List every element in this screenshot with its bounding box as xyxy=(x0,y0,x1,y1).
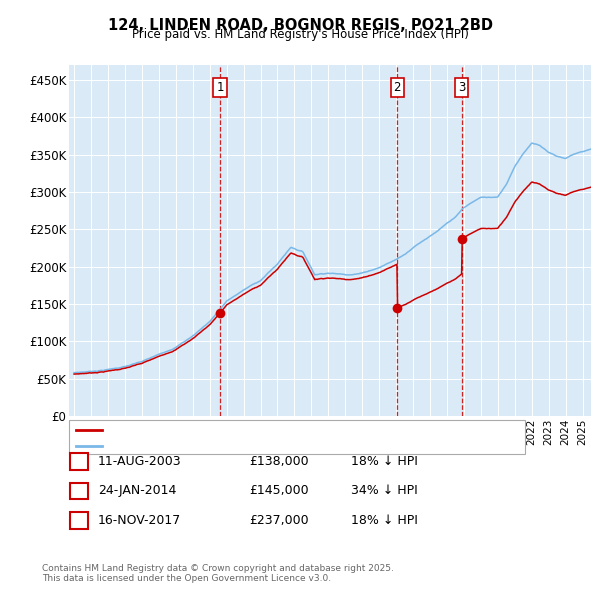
Text: 11-AUG-2003: 11-AUG-2003 xyxy=(98,455,181,468)
Text: 1: 1 xyxy=(216,81,224,94)
Text: 18% ↓ HPI: 18% ↓ HPI xyxy=(351,455,418,468)
Text: £145,000: £145,000 xyxy=(249,484,308,497)
Text: 3: 3 xyxy=(458,81,466,94)
Text: 34% ↓ HPI: 34% ↓ HPI xyxy=(351,484,418,497)
Text: Price paid vs. HM Land Registry's House Price Index (HPI): Price paid vs. HM Land Registry's House … xyxy=(131,28,469,41)
Text: Contains HM Land Registry data © Crown copyright and database right 2025.
This d: Contains HM Land Registry data © Crown c… xyxy=(42,563,394,583)
Text: £237,000: £237,000 xyxy=(249,514,308,527)
Text: 18% ↓ HPI: 18% ↓ HPI xyxy=(351,514,418,527)
Text: 2: 2 xyxy=(394,81,401,94)
Text: 2: 2 xyxy=(75,484,83,497)
Text: £138,000: £138,000 xyxy=(249,455,308,468)
Text: 16-NOV-2017: 16-NOV-2017 xyxy=(98,514,181,527)
Text: 24-JAN-2014: 24-JAN-2014 xyxy=(98,484,176,497)
Text: 124, LINDEN ROAD, BOGNOR REGIS, PO21 2BD (semi-detached house): 124, LINDEN ROAD, BOGNOR REGIS, PO21 2BD… xyxy=(105,425,475,435)
Text: 3: 3 xyxy=(75,514,83,527)
Text: 124, LINDEN ROAD, BOGNOR REGIS, PO21 2BD: 124, LINDEN ROAD, BOGNOR REGIS, PO21 2BD xyxy=(107,18,493,32)
Text: HPI: Average price, semi-detached house, Arun: HPI: Average price, semi-detached house,… xyxy=(105,441,352,451)
Text: 1: 1 xyxy=(75,455,83,468)
